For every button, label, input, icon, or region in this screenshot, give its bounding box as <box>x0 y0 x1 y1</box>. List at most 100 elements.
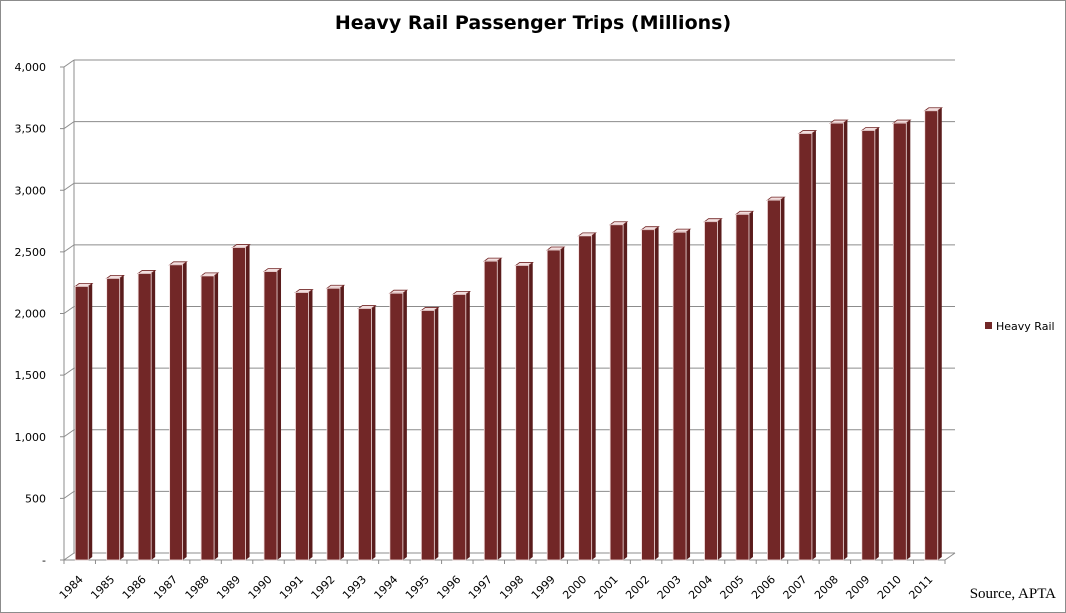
bar-front <box>861 130 876 561</box>
bar-side <box>465 291 470 560</box>
x-tick-label: 2007 <box>781 573 810 602</box>
y-tick-label: 3,000 <box>15 184 47 197</box>
bar <box>105 274 125 561</box>
bar-front <box>515 265 530 561</box>
bar-front <box>798 133 813 561</box>
bar <box>262 268 283 561</box>
bar-front <box>483 260 498 561</box>
y-tick-labels: - 500 1,000 1,500 2,000 2,500 3,000 3,500 4,000 <box>15 61 47 567</box>
x-tick-label: 1986 <box>120 573 149 602</box>
bar <box>325 284 346 561</box>
bar <box>860 127 881 561</box>
bar <box>231 244 251 561</box>
bar-side <box>780 197 785 561</box>
bar <box>357 305 377 561</box>
x-tick-label: 1987 <box>151 573 180 602</box>
bar-front <box>767 199 781 561</box>
bar-side <box>434 307 439 560</box>
x-tick-label: 1996 <box>434 573 463 602</box>
bar-side <box>497 258 502 560</box>
gridline-wall <box>63 429 75 438</box>
x-tick-label: 1999 <box>529 573 558 602</box>
x-tick-label: 2000 <box>560 573 589 602</box>
bar-front <box>74 285 89 561</box>
x-tick-label: 2011 <box>906 573 935 602</box>
bar-front <box>326 287 341 561</box>
x-tick-label: 2002 <box>623 573 652 602</box>
bar-front <box>169 264 184 561</box>
bar <box>483 257 503 561</box>
bar-side <box>339 285 344 560</box>
y-tick-label: - <box>42 554 46 567</box>
bar-front <box>704 221 718 561</box>
gridline-wall <box>63 367 75 376</box>
bar-side <box>748 211 753 560</box>
bar-side <box>277 268 282 560</box>
bar-side <box>308 289 313 560</box>
x-tick-labels: 1984 1985 1986 1987 1988 1989 1990 1991 1992 1993… <box>57 573 936 602</box>
bar <box>892 119 912 561</box>
bar <box>74 282 94 561</box>
bar <box>199 272 220 561</box>
x-tick-label: 2008 <box>812 573 841 602</box>
x-tick-label: 1995 <box>403 573 432 602</box>
bar-side <box>874 127 879 560</box>
bar-front <box>295 292 309 561</box>
legend-swatch <box>985 322 992 329</box>
bar-front <box>578 235 593 561</box>
x-tick-label: 1985 <box>88 573 117 602</box>
y-tick-label: 2,000 <box>15 308 47 321</box>
bar-side <box>88 283 93 560</box>
bar-side <box>402 290 407 560</box>
bar <box>451 290 472 561</box>
bar <box>640 226 660 561</box>
bar <box>514 262 534 561</box>
bar-front <box>924 110 939 561</box>
gridline-wall <box>63 121 75 130</box>
x-tick-label: 2009 <box>843 573 872 602</box>
x-tick-label: 1992 <box>309 573 338 602</box>
bar <box>923 107 943 561</box>
bars <box>74 107 943 561</box>
bar <box>734 210 755 561</box>
bar <box>420 307 440 561</box>
gridline-wall <box>63 306 75 314</box>
x-tick-label: 2004 <box>686 573 715 602</box>
bar <box>136 270 157 561</box>
y-tick-label: 1,500 <box>15 369 47 382</box>
bar-front <box>672 231 687 561</box>
legend: Heavy Rail <box>985 320 1055 333</box>
y-tick-label: 1,000 <box>15 431 47 444</box>
bar <box>671 228 692 561</box>
bar-side <box>843 120 848 561</box>
bar <box>577 232 597 561</box>
bar-front <box>641 229 655 561</box>
bar-front <box>452 293 467 561</box>
legend-label: Heavy Rail <box>996 320 1055 333</box>
x-tick-label: 1994 <box>372 573 401 602</box>
bar-side <box>654 226 659 560</box>
bar-front <box>263 271 278 561</box>
gridline-wall <box>63 244 75 253</box>
bar <box>168 261 188 561</box>
x-tick-label: 1993 <box>340 573 369 602</box>
floor-edge <box>944 552 956 561</box>
gridline-wall <box>63 182 75 191</box>
bar-front <box>358 308 372 561</box>
bar-side <box>686 229 691 560</box>
bar-side <box>717 218 722 560</box>
bar-side <box>151 270 156 560</box>
x-tick-label: 2006 <box>749 573 778 602</box>
bar-side <box>591 232 596 561</box>
chart-title: Heavy Rail Passenger Trips (Millions) <box>334 12 732 34</box>
bar-side <box>371 305 376 560</box>
x-tick-label: 2010 <box>875 573 904 602</box>
bar-side <box>906 120 911 561</box>
bar <box>545 246 566 561</box>
bar-front <box>892 122 907 561</box>
gridline-wall <box>63 59 75 68</box>
bar <box>388 289 409 561</box>
x-tick-label: 1988 <box>183 573 212 602</box>
x-tick-label: 1991 <box>277 573 306 602</box>
